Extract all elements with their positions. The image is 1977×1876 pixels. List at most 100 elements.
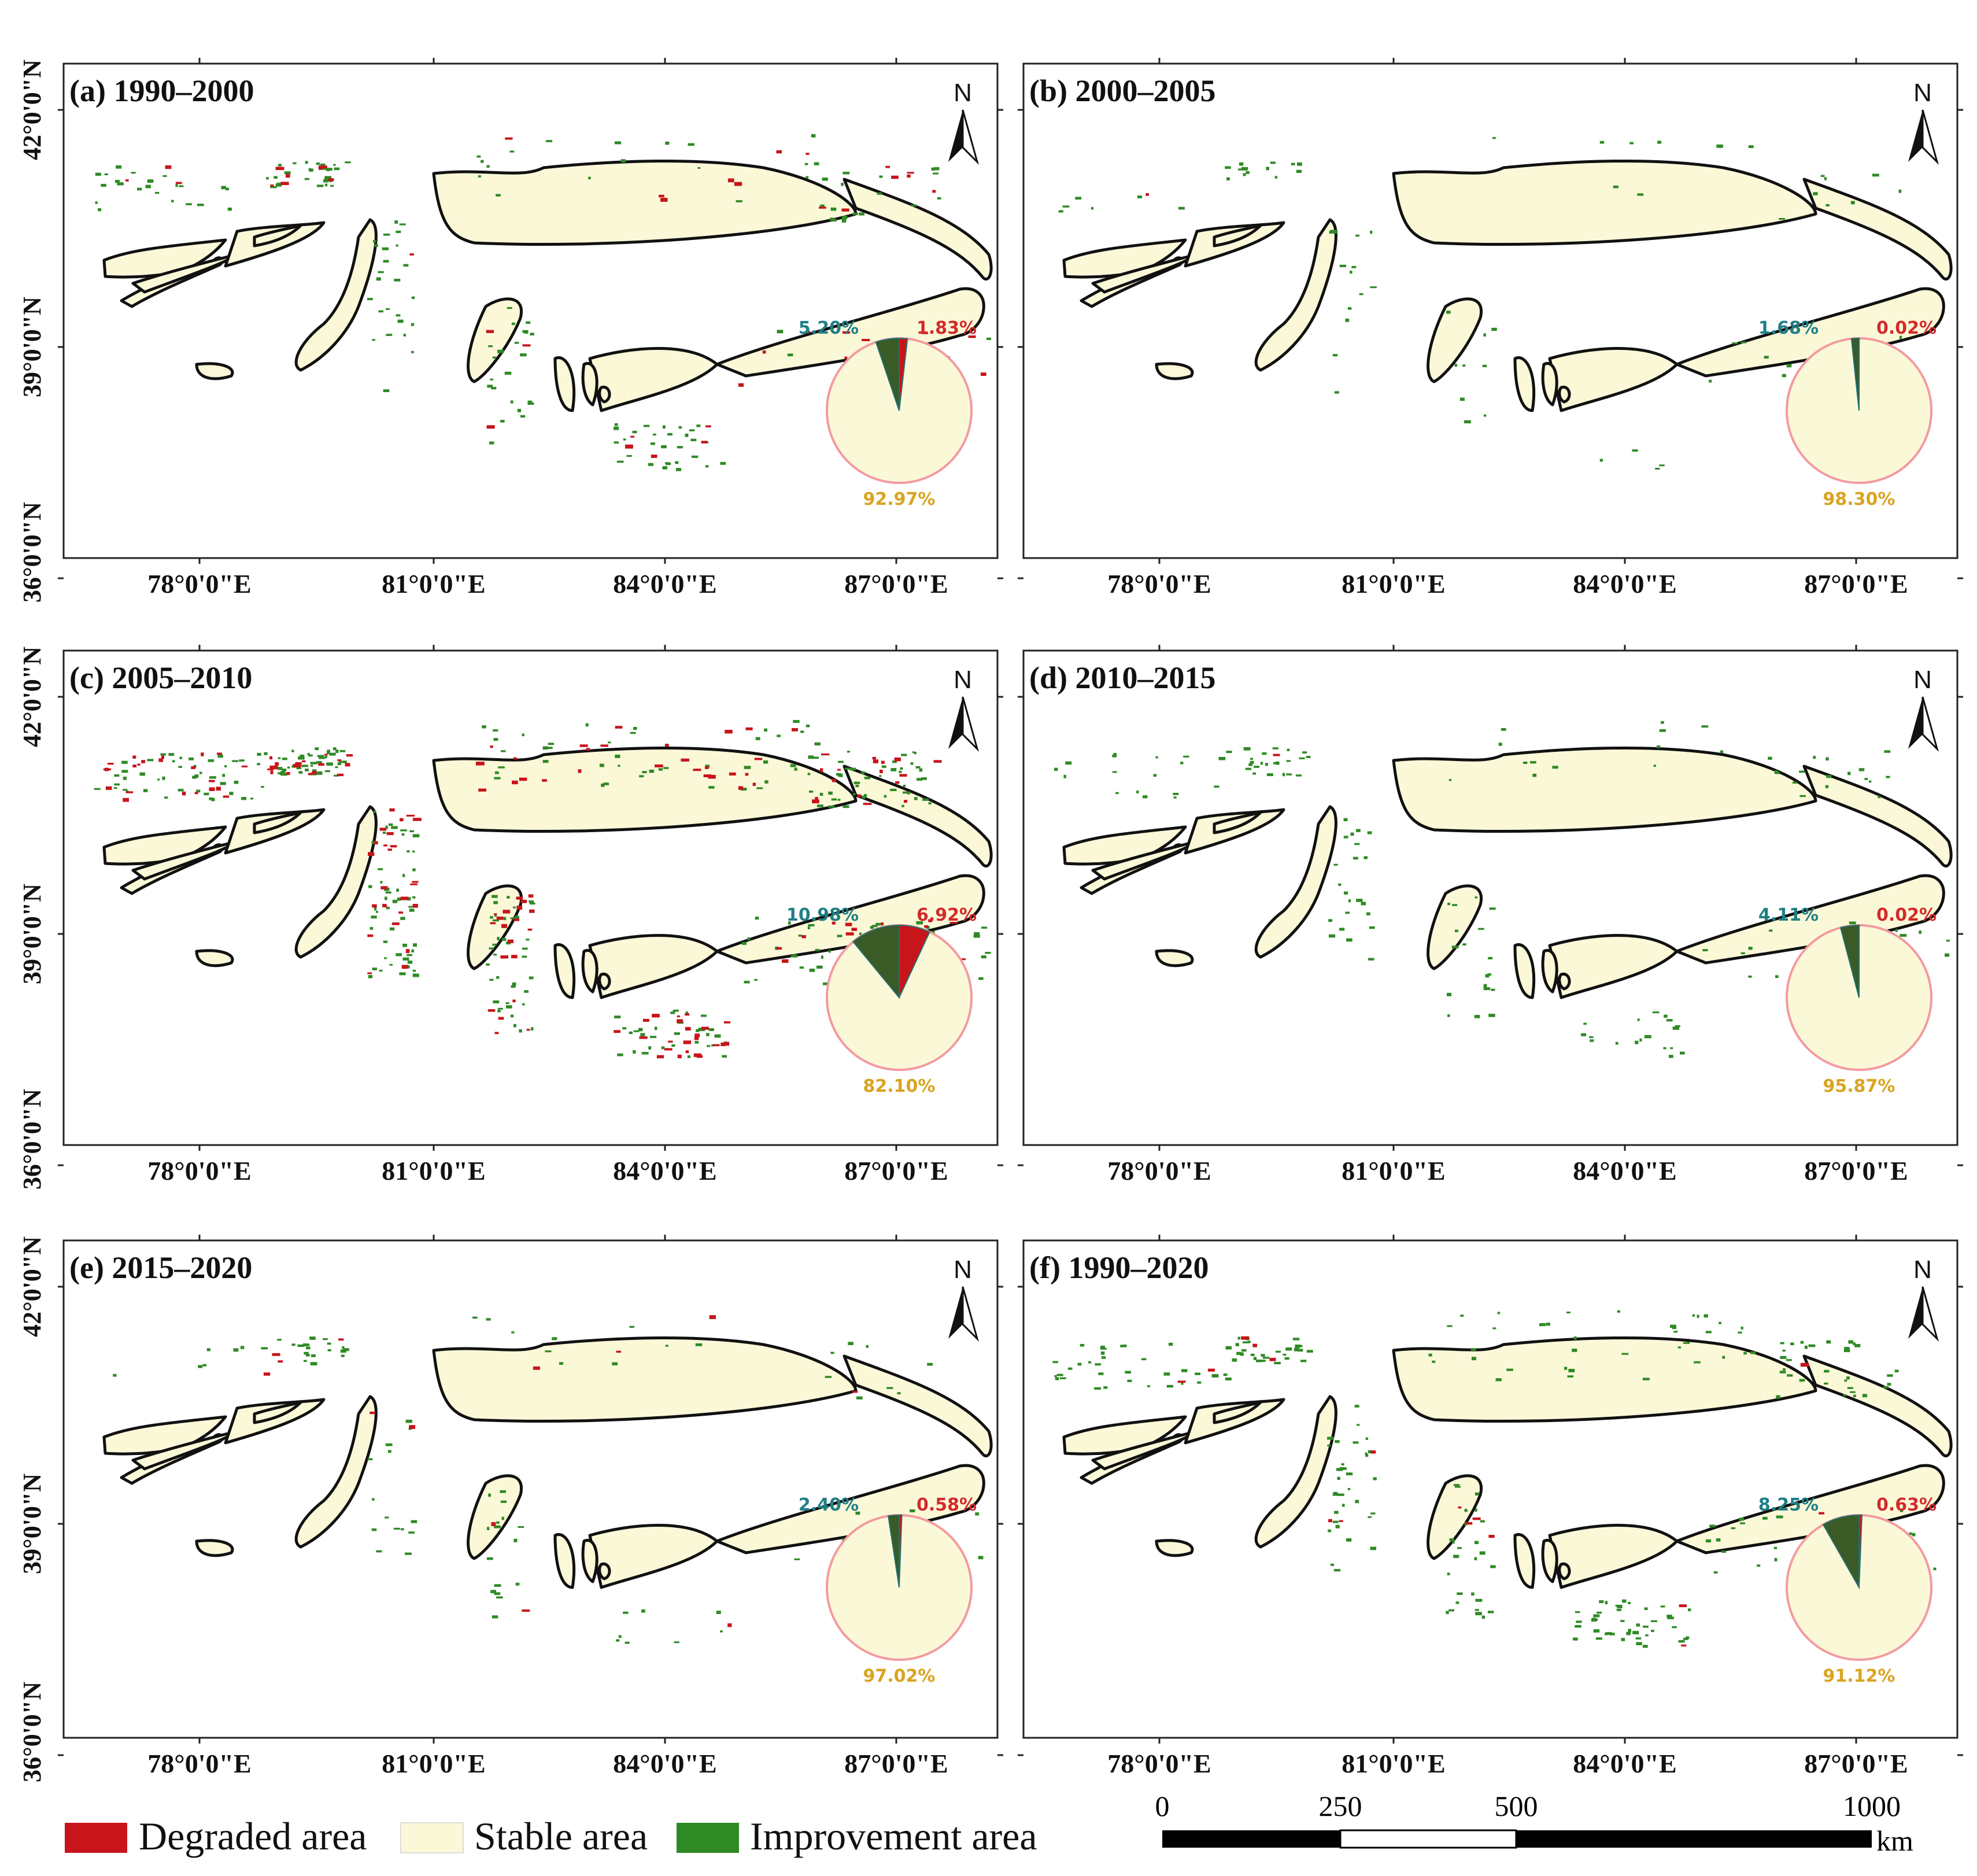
improvement-speckle xyxy=(720,461,726,465)
degraded-speckle xyxy=(720,1042,726,1047)
improvement-speckle xyxy=(811,134,816,138)
improvement-speckle xyxy=(1453,1554,1459,1559)
improvement-speckle xyxy=(864,777,871,780)
map-panel: (e) 2015–2020 N 78°0'0"E 81°0'0"E 84°0'0"E 87… xyxy=(18,1235,1003,1782)
degraded-speckle xyxy=(501,924,507,928)
improvement-speckle xyxy=(1738,1331,1742,1334)
improvement-speckle xyxy=(1451,946,1459,948)
improvement-speckle xyxy=(380,881,383,884)
improvement-speckle xyxy=(1898,189,1902,193)
degraded-speckle xyxy=(522,1609,530,1612)
improvement-speckle xyxy=(1464,1509,1468,1512)
improvement-speckle xyxy=(1849,921,1856,925)
improvement-speckle xyxy=(1849,1391,1856,1393)
degraded-speckle xyxy=(894,757,901,762)
improvement-speckle xyxy=(490,378,494,381)
improvement-speckle xyxy=(530,333,534,336)
improvement-speckle xyxy=(777,734,781,737)
degraded-speckle xyxy=(498,1017,504,1020)
improvement-speckle xyxy=(261,786,264,788)
improvement-speckle xyxy=(178,766,182,768)
improvement-speckle xyxy=(522,733,524,737)
degraded-speckle xyxy=(528,894,534,898)
improvement-speckle xyxy=(192,775,197,779)
improvement-speckle xyxy=(1843,1394,1846,1397)
improvement-speckle xyxy=(1235,1343,1239,1346)
degraded-speckle xyxy=(776,150,782,154)
improvement-speckle xyxy=(518,1526,524,1528)
improvement-speckle xyxy=(327,751,330,755)
improvement-speckle xyxy=(376,277,381,281)
improvement-speckle xyxy=(383,940,388,943)
improvement-speckle xyxy=(1250,758,1253,760)
improvement-speckle xyxy=(879,175,883,178)
improvement-speckle xyxy=(1243,747,1251,751)
improvement-speckle xyxy=(1919,930,1921,934)
improvement-speckle xyxy=(488,345,493,348)
degraded-speckle xyxy=(801,935,807,939)
improvement-speckle xyxy=(1862,1394,1867,1398)
improvement-speckle xyxy=(515,915,519,919)
improvement-speckle xyxy=(492,356,496,359)
improvement-speckle xyxy=(407,897,411,901)
improvement-speckle xyxy=(323,179,329,183)
improvement-speckle xyxy=(1173,792,1179,795)
degraded-speckle xyxy=(851,928,858,931)
improvement-speckle xyxy=(881,765,886,768)
improvement-speckle xyxy=(705,465,709,468)
improvement-speckle xyxy=(547,747,553,749)
improvement-speckle xyxy=(633,1030,640,1032)
improvement-speckle xyxy=(1532,773,1537,777)
improvement-speckle xyxy=(1112,754,1117,758)
degraded-speckle xyxy=(328,178,334,182)
improvement-speckle xyxy=(1779,217,1785,220)
degraded-speckle xyxy=(486,330,494,333)
improvement-speckle xyxy=(1884,750,1891,753)
improvement-speckle xyxy=(411,350,414,353)
improvement-speckle xyxy=(1345,911,1350,914)
improvement-speckle xyxy=(401,833,405,836)
improvement-speckle xyxy=(298,756,305,760)
improvement-speckle xyxy=(1740,341,1747,344)
improvement-speckle xyxy=(385,1516,389,1519)
improvement-speckle xyxy=(899,770,902,773)
improvement-speckle xyxy=(305,769,309,771)
improvement-speckle xyxy=(515,1582,520,1586)
improvement-speckle xyxy=(1094,1387,1101,1390)
improvement-speckle xyxy=(902,791,908,794)
improvement-speckle xyxy=(337,762,342,766)
improvement-speckle xyxy=(1341,1463,1344,1466)
degraded-speckle xyxy=(693,1053,702,1057)
improvement-speckle xyxy=(520,353,527,357)
improvement-speckle xyxy=(1195,1372,1200,1375)
improvement-speckle xyxy=(603,782,609,785)
degraded-speckle xyxy=(1207,1368,1215,1372)
improvement-speckle xyxy=(1272,747,1278,749)
improvement-speckle xyxy=(821,955,823,959)
improvement-speckle xyxy=(828,950,831,953)
improvement-speckle xyxy=(1298,1349,1303,1352)
improvement-speckle xyxy=(275,183,282,187)
improvement-speckle xyxy=(1683,1342,1690,1344)
improvement-speckle xyxy=(615,754,620,758)
degraded-speckle xyxy=(182,791,186,796)
improvement-speckle xyxy=(303,1360,307,1362)
degraded-speckle xyxy=(216,752,222,755)
improvement-speckle xyxy=(226,187,229,191)
degraded-speckle xyxy=(324,754,328,756)
improvement-speckle xyxy=(412,969,416,972)
pie-label-stable: 92.97% xyxy=(863,489,936,509)
improvement-speckle xyxy=(379,969,383,972)
degraded-speckle xyxy=(762,350,766,354)
improvement-speckle xyxy=(1120,1345,1126,1347)
improvement-speckle xyxy=(626,455,632,457)
improvement-speckle xyxy=(241,797,247,800)
degraded-speckle xyxy=(842,331,851,334)
improvement-speckle xyxy=(1447,902,1451,906)
improvement-speckle xyxy=(194,774,199,778)
latitude-label: 36°0'0"N xyxy=(18,1682,46,1782)
improvement-speckle xyxy=(497,1007,503,1010)
improvement-speckle xyxy=(1642,1378,1650,1380)
improvement-speckle xyxy=(327,1349,331,1351)
improvement-speckle xyxy=(413,943,417,947)
